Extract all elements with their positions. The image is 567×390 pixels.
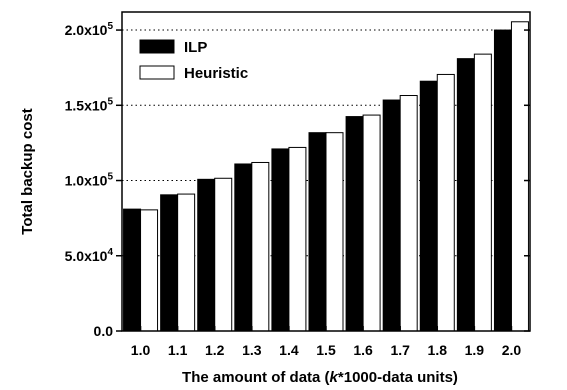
bar-ilp-2.0 [493,29,512,332]
x-tick-label: 1.0 [131,342,151,358]
bar-heuristic-1.7 [399,95,418,332]
y-tick-label: 5.0x104 [65,247,114,264]
x-tick-label: 1.1 [168,342,188,358]
legend: ILP Heuristic [139,39,248,82]
bar-ilp-1.6 [345,116,364,332]
bar-heuristic-1.3 [251,161,270,332]
x-tick-label: 2.0 [502,342,522,358]
x-tick-label: 1.8 [428,342,448,358]
x-axis-title-italic: k [330,369,339,386]
legend-swatch-ilp [139,39,175,54]
bar-ilp-1.2 [197,178,216,332]
x-tick-label: 1.4 [279,342,299,358]
bars [123,21,529,332]
y-axis-title: Total backup cost [19,108,36,234]
legend-label-ilp: ILP [184,39,207,56]
bar-heuristic-1.5 [325,132,344,332]
x-tick-label: 1.3 [242,342,262,358]
x-tick-label: 1.2 [205,342,225,358]
x-axis-title: The amount of data (k*1000-data units) [182,369,458,386]
y-axis-ticks: 0.0 5.0x104 1.0x105 1.5x105 2.0x105 [65,21,530,339]
bar-heuristic-1.1 [177,193,196,332]
bar-heuristic-1.6 [362,114,381,332]
bar-ilp-1.1 [160,194,179,332]
x-tick-label: 1.7 [390,342,410,358]
bar-heuristic-1.4 [288,146,307,332]
y-tick-label: 1.5x105 [65,96,114,113]
bar-heuristic-1.2 [214,177,233,332]
y-tick-label: 0.0 [94,323,114,339]
legend-swatch-heuristic [139,65,175,80]
bar-heuristic-1.0 [140,209,159,332]
x-axis-title-prefix: The amount of data ( [182,369,330,386]
bar-ilp-1.4 [271,148,290,332]
x-tick-label: 1.5 [316,342,336,358]
y-tick-label: 2.0x105 [65,21,114,38]
bar-heuristic-1.9 [473,53,492,332]
bar-ilp-1.5 [308,132,327,332]
bar-heuristic-1.8 [436,73,455,332]
bar-ilp-1.3 [234,163,253,332]
bar-ilp-1.7 [382,99,401,332]
x-axis-title-suffix: *1000-data units) [338,369,458,386]
bar-ilp-1.0 [123,208,142,332]
bar-ilp-1.9 [456,58,475,332]
bar-heuristic-2.0 [510,21,529,332]
bar-ilp-1.8 [419,80,438,332]
y-tick-label: 1.0x105 [65,172,114,189]
x-tick-label: 1.6 [353,342,373,358]
x-axis-ticks: 1.0 1.1 1.2 1.3 1.4 1.5 1.6 1.7 1.8 1.9 2.0 [131,326,522,358]
x-tick-label: 1.9 [465,342,485,358]
legend-label-heuristic: Heuristic [184,65,248,82]
